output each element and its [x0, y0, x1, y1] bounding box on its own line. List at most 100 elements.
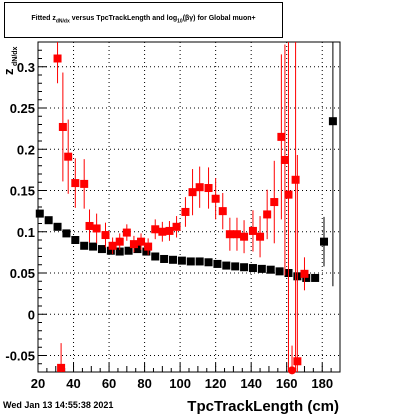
- data-point: [181, 207, 190, 216]
- y-tick-label: 0.25: [10, 101, 35, 116]
- data-point: [270, 198, 279, 207]
- data-point: [291, 175, 300, 184]
- data-point: [35, 209, 44, 218]
- y-tick-label: 0.05: [10, 266, 35, 281]
- data-point: [288, 366, 297, 375]
- data-point: [188, 188, 197, 197]
- data-point: [232, 230, 241, 239]
- data-point: [53, 222, 62, 231]
- data-point: [62, 229, 71, 238]
- data-point: [277, 132, 286, 141]
- data-point: [44, 216, 53, 225]
- data-point: [311, 273, 320, 282]
- data-point: [240, 232, 249, 241]
- x-tick-label: 140: [240, 376, 262, 391]
- data-marks: [35, 42, 337, 375]
- y-tick-label: -0.05: [5, 349, 35, 364]
- data-point: [222, 261, 231, 270]
- data-point: [275, 267, 284, 276]
- data-point: [186, 257, 195, 266]
- x-tick-label: 160: [276, 376, 298, 391]
- data-point: [160, 254, 169, 263]
- data-point: [169, 255, 178, 264]
- data-point: [64, 152, 73, 161]
- data-point: [280, 155, 289, 164]
- data-point: [165, 226, 174, 235]
- axis-ticks: [37, 49, 332, 373]
- data-point: [248, 226, 257, 235]
- data-point: [151, 225, 160, 234]
- data-point: [204, 258, 213, 267]
- data-point: [71, 179, 80, 188]
- data-point: [115, 247, 124, 256]
- data-point: [144, 242, 153, 251]
- x-axis-label: TpcTrackLength (cm): [187, 398, 339, 414]
- data-point: [257, 264, 266, 273]
- data-point: [213, 259, 222, 268]
- series-1: [53, 42, 309, 375]
- data-point: [142, 247, 151, 256]
- data-point: [266, 265, 275, 274]
- x-tick-label: 100: [169, 376, 191, 391]
- series-0: [35, 42, 337, 287]
- data-point: [151, 252, 160, 261]
- data-point: [211, 194, 220, 203]
- data-point: [225, 230, 234, 239]
- x-tick-label: 60: [102, 376, 116, 391]
- x-tick-label: 180: [311, 376, 333, 391]
- data-point: [80, 179, 89, 188]
- data-point: [320, 237, 329, 246]
- y-tick-label: 0.1: [17, 225, 35, 240]
- data-point: [195, 257, 204, 266]
- data-point: [122, 228, 131, 237]
- x-tick-label: 20: [31, 376, 45, 391]
- y-tick-label: 0.15: [10, 184, 35, 199]
- data-point: [129, 240, 138, 249]
- data-point: [58, 122, 67, 131]
- data-point: [97, 245, 106, 254]
- plot-title: Fitted zdN/dx versus TpcTrackLength and …: [31, 15, 256, 25]
- y-tick-labels: -0.05 0 0.05 0.1 0.15 0.2 0.25 0.3: [5, 60, 35, 364]
- data-point: [57, 363, 66, 372]
- data-point: [158, 227, 167, 236]
- data-point: [92, 224, 101, 233]
- timestamp: Wed Jan 13 14:55:38 2021: [3, 400, 114, 410]
- data-point: [218, 207, 227, 216]
- data-point: [106, 246, 115, 255]
- plot-title-box: Fitted zdN/dx versus TpcTrackLength and …: [4, 2, 283, 38]
- y-axis-label-sub: dN/dx: [12, 46, 19, 66]
- data-point: [101, 231, 110, 240]
- data-point: [115, 237, 124, 246]
- x-tick-label: 120: [205, 376, 227, 391]
- data-point: [231, 262, 240, 271]
- data-point: [284, 190, 293, 199]
- y-tick-label: 0.3: [17, 60, 35, 75]
- data-point: [263, 210, 272, 219]
- y-tick-label: 0.2: [17, 142, 35, 157]
- data-point: [133, 245, 142, 254]
- data-point: [204, 184, 213, 193]
- data-point: [124, 246, 133, 255]
- x-tick-labels: 20 40 60 80 100 120 140 160 180: [31, 376, 333, 391]
- data-point: [108, 241, 117, 250]
- data-point: [71, 236, 80, 244]
- data-point: [248, 264, 257, 273]
- data-point: [240, 263, 249, 272]
- data-point: [172, 222, 181, 231]
- data-point: [137, 237, 146, 246]
- data-point: [300, 269, 309, 278]
- y-tick-label: 0: [28, 307, 35, 322]
- data-point: [328, 117, 337, 126]
- data-point: [85, 221, 94, 230]
- data-point: [256, 232, 265, 241]
- plot-frame: [37, 41, 341, 373]
- data-point: [89, 242, 98, 251]
- y-axis-label-z: z: [2, 68, 16, 75]
- data-point: [177, 256, 186, 265]
- y-axis-label: z dN/dx: [2, 46, 19, 75]
- data-point: [80, 241, 89, 250]
- x-tick-label: 40: [66, 376, 80, 391]
- data-point: [195, 183, 204, 192]
